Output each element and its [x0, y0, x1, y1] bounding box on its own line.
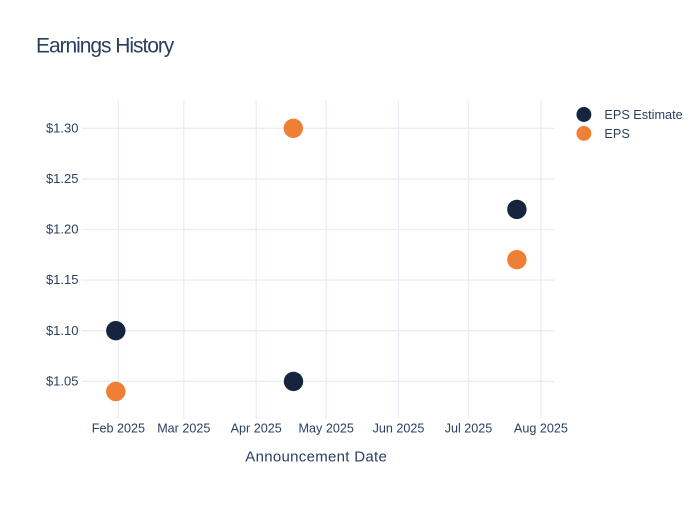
svg-text:$1.20: $1.20 — [46, 222, 79, 237]
svg-text:May 2025: May 2025 — [299, 422, 354, 436]
svg-text:Earnings History: Earnings History — [36, 35, 175, 58]
svg-text:EPS: EPS — [604, 127, 629, 141]
svg-text:$1.10: $1.10 — [46, 323, 79, 338]
svg-text:$1.15: $1.15 — [46, 272, 79, 287]
svg-text:EPS Estimate: EPS Estimate — [604, 108, 682, 122]
svg-text:Apr 2025: Apr 2025 — [231, 422, 282, 436]
svg-text:$1.30: $1.30 — [46, 120, 79, 135]
svg-text:Mar 2025: Mar 2025 — [157, 422, 210, 436]
svg-text:Feb 2025: Feb 2025 — [92, 422, 145, 436]
svg-text:Aug 2025: Aug 2025 — [514, 422, 568, 436]
svg-text:Jun 2025: Jun 2025 — [373, 422, 425, 436]
svg-text:Jul 2025: Jul 2025 — [445, 422, 493, 436]
svg-text:$1.05: $1.05 — [46, 373, 79, 388]
svg-text:$1.25: $1.25 — [46, 171, 79, 186]
svg-text:Announcement Date: Announcement Date — [245, 449, 387, 466]
